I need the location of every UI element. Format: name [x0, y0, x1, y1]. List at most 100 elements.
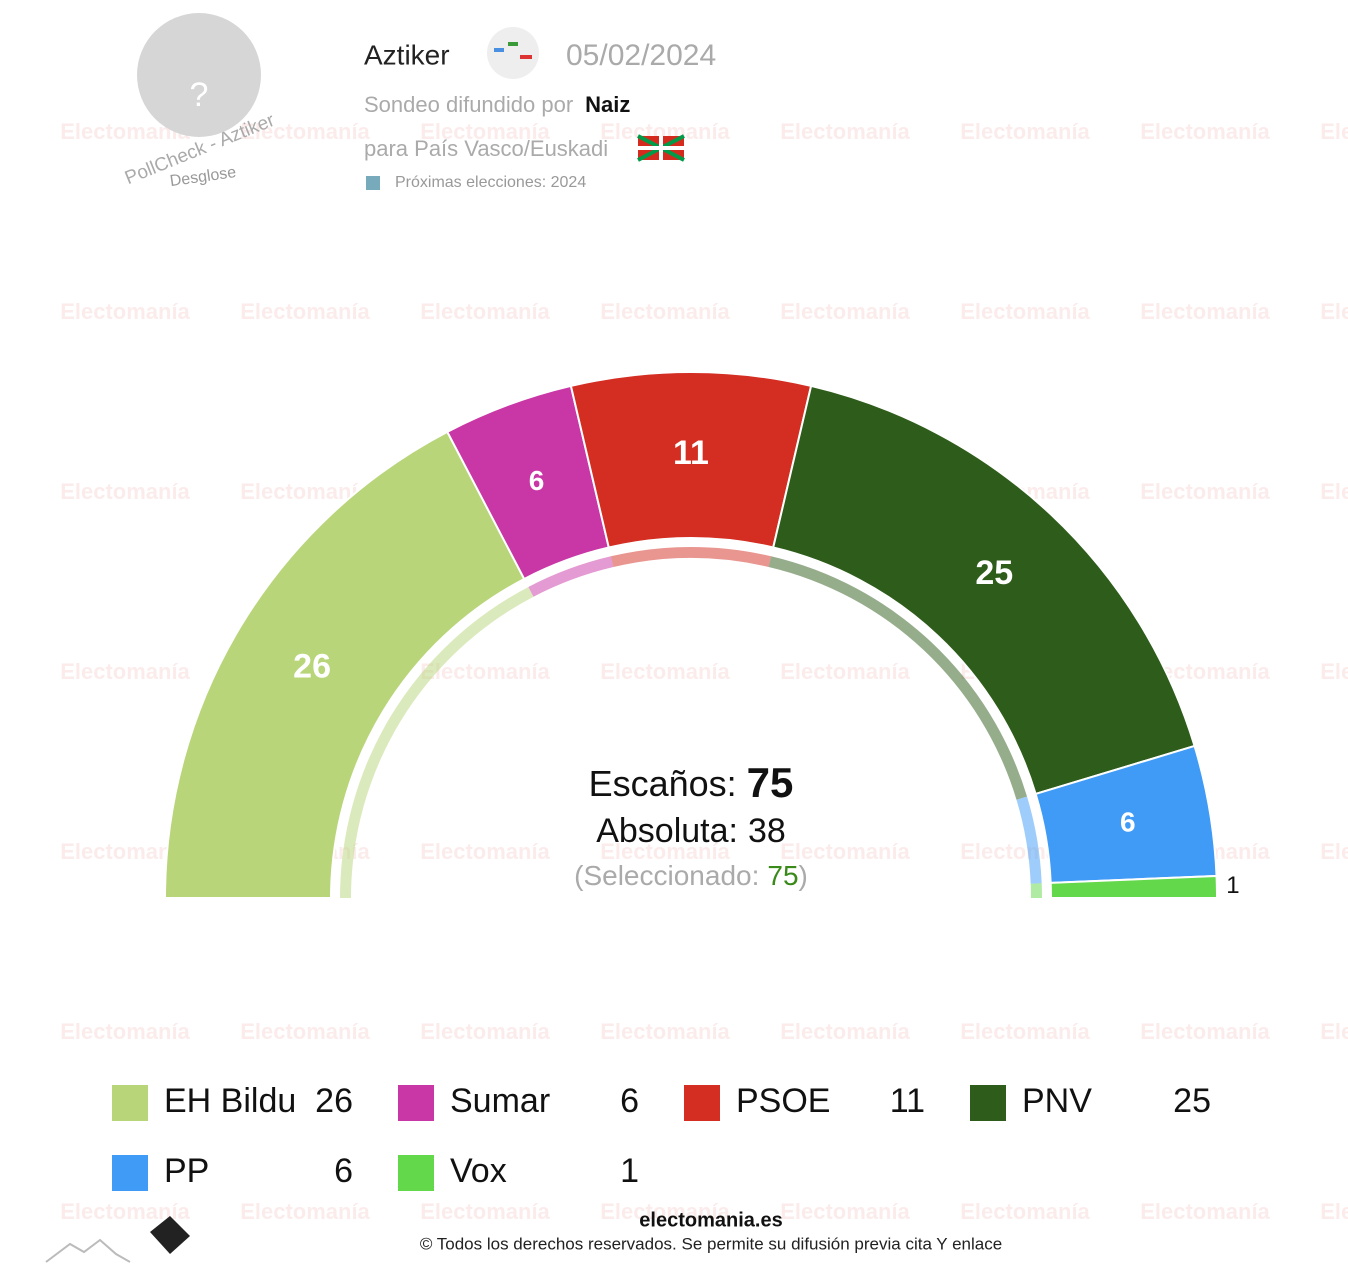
logo-bar: [520, 55, 532, 59]
legend-name: PSOE: [736, 1082, 830, 1120]
selected: (Seleccionado: 75): [574, 860, 808, 891]
inner-segment: [340, 586, 534, 898]
seat-segment: [163, 430, 526, 899]
seats-label: Escaños:: [589, 763, 737, 804]
watermark: Electomanía: [60, 659, 190, 684]
legend-value: 6: [620, 1082, 639, 1120]
majority: Absoluta: 38: [596, 812, 786, 850]
seat-label: 6: [1120, 807, 1136, 838]
pollster-logo: [487, 27, 539, 79]
inner-segment: [1030, 883, 1043, 898]
watermark: Electomanía: [1320, 659, 1348, 684]
watermark: Electomanía: [60, 1019, 190, 1044]
seat-label: 26: [293, 647, 331, 685]
avatar-mark: ?: [190, 76, 209, 114]
legend-name: PP: [164, 1152, 209, 1190]
seat-label: 25: [975, 554, 1013, 592]
selected-close: ): [799, 860, 808, 891]
legend-name: PNV: [1022, 1082, 1092, 1120]
watermark: Electomanía: [1320, 1019, 1348, 1044]
watermark: Electomanía: [1320, 479, 1348, 504]
watermark: Electomanía: [240, 299, 370, 324]
seat-label: 6: [529, 465, 545, 496]
watermark: Electomanía: [420, 1199, 550, 1224]
watermark: Electomanía: [1320, 299, 1348, 324]
legend-name: EH Bildu: [164, 1082, 296, 1120]
legend-swatch: [398, 1085, 434, 1121]
next-election: Próximas elecciones: 2024: [395, 174, 586, 191]
watermark: Electomanía: [960, 1019, 1090, 1044]
seats-value: 75: [747, 759, 794, 806]
watermark: Electomanía: [600, 299, 730, 324]
seats: Escaños: 75: [589, 759, 794, 806]
seat-segment: [772, 384, 1196, 796]
majority-value: 38: [748, 812, 786, 850]
majority-label: Absoluta:: [596, 812, 738, 850]
legend: EH Bildu 26 Sumar 6 PSOE 11 PNV 25 PP 6 Vox 1: [112, 1082, 1211, 1191]
watermark: Electomanía: [960, 119, 1090, 144]
watermark: Electomanía: [240, 119, 370, 144]
ballot-icon: [366, 176, 380, 190]
watermark: Electomanía: [1320, 119, 1348, 144]
watermark: Electomanía: [1140, 1019, 1270, 1044]
legend-swatch: [112, 1155, 148, 1191]
seat-label: 11: [673, 434, 709, 472]
legend-value: 6: [334, 1152, 353, 1190]
watermark: Electomanía: [240, 1199, 370, 1224]
sponsor-line: Sondeo difundido por Naiz: [364, 92, 630, 117]
logo-bar: [508, 42, 518, 46]
watermark: Electomanía: [1140, 119, 1270, 144]
watermark: Electomanía: [780, 839, 910, 864]
legend-value: 26: [315, 1082, 353, 1120]
logo-bar: [494, 48, 504, 52]
footer-logo: [150, 1216, 190, 1254]
watermark: Electomanía: [240, 1019, 370, 1044]
seat-segment: [1049, 874, 1219, 899]
watermark: Electomanía: [600, 1019, 730, 1044]
sponsor-prefix: Sondeo difundido por: [364, 92, 573, 117]
inner-segment: [1016, 796, 1042, 884]
watermark: Electomanía: [1320, 1199, 1348, 1224]
legend-value: 11: [890, 1082, 925, 1120]
watermark: Electomanía: [960, 1199, 1090, 1224]
legend-value: 25: [1173, 1082, 1211, 1120]
watermark: Electomanía: [780, 119, 910, 144]
legend-swatch: [684, 1085, 720, 1121]
watermark: Electomanía: [1140, 299, 1270, 324]
watermark: Electomanía: [960, 299, 1090, 324]
sponsor: Naiz: [585, 92, 630, 117]
flag: [637, 134, 685, 162]
pollster: Aztiker: [364, 39, 450, 70]
footer-site[interactable]: electomania.es: [639, 1209, 782, 1231]
watermark: Electomanía: [420, 839, 550, 864]
legend-name: Vox: [450, 1152, 507, 1190]
watermark: Electomanía: [600, 839, 730, 864]
selected-value: 75: [767, 860, 798, 891]
watermark: Electomanía: [600, 659, 730, 684]
poll-date: 05/02/2024: [566, 39, 716, 72]
chart: 26 6 11 25 6 1: [163, 371, 1240, 899]
legend-swatch: [970, 1085, 1006, 1121]
footer-logo: [45, 1238, 131, 1263]
watermark: Electomanía: [600, 1199, 730, 1224]
selected-label: (Seleccionado:: [574, 860, 759, 891]
watermark: Electomanía: [780, 1199, 910, 1224]
watermark: Electomanía: [420, 1019, 550, 1044]
seat-label: 1: [1226, 872, 1239, 899]
watermark: Electomanía: [60, 479, 190, 504]
footer-rights: © Todos los derechos reservados. Se perm…: [420, 1234, 1002, 1253]
legend-swatch: [398, 1155, 434, 1191]
inner-segment: [610, 546, 772, 567]
watermark: Electomanía: [1140, 1199, 1270, 1224]
watermark: Electomanía: [420, 299, 550, 324]
legend-name: Sumar: [450, 1082, 550, 1120]
inner-segment: [528, 556, 614, 597]
avatar[interactable]: [137, 13, 261, 137]
watermark: Electomanía: [780, 659, 910, 684]
watermark: Electomanía: [1320, 839, 1348, 864]
watermark: Electomanía: [780, 299, 910, 324]
watermark: Electomanía: [1140, 479, 1270, 504]
region: para País Vasco/Euskadi: [364, 136, 608, 161]
legend-swatch: [112, 1085, 148, 1121]
